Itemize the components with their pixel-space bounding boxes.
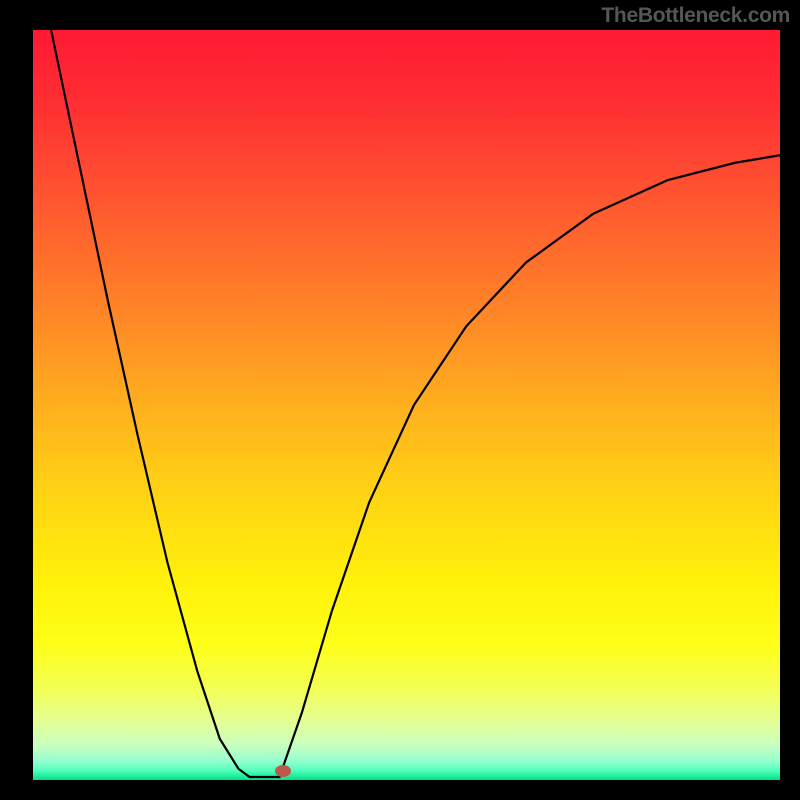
- plot-area: [33, 30, 780, 780]
- minimum-marker: [275, 765, 291, 777]
- chart-frame: TheBottleneck.com: [0, 0, 800, 800]
- bottleneck-curve: [33, 30, 780, 780]
- watermark-text: TheBottleneck.com: [601, 4, 790, 28]
- curve-path: [48, 30, 780, 777]
